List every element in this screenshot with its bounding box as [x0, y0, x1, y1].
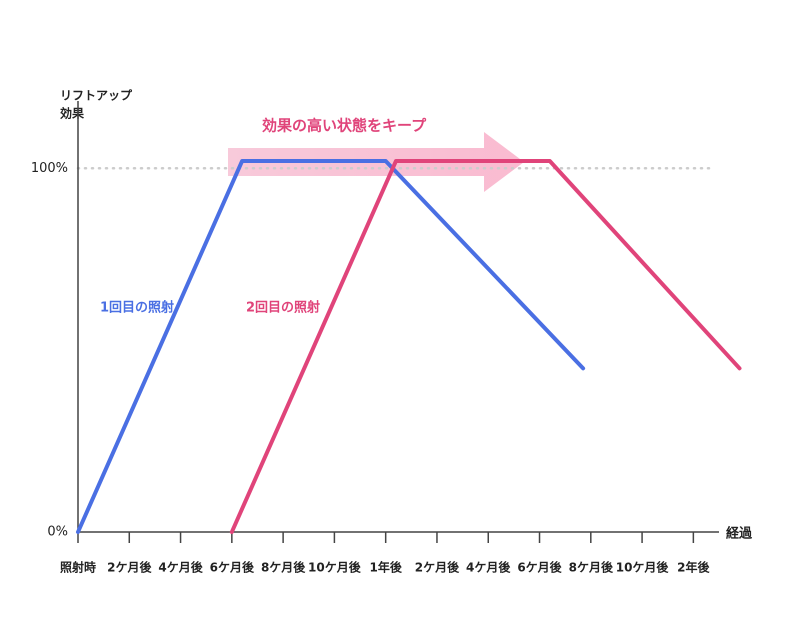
x-tick-label: 4ケ月後	[466, 560, 511, 575]
x-tick-label: 2ケ月後	[107, 560, 152, 575]
x-tick-label: 6ケ月後	[210, 560, 255, 575]
x-tick-label: 10ケ月後	[616, 560, 670, 575]
annotation: 2回目の照射	[246, 300, 320, 316]
y-axis-label: 効果	[60, 106, 84, 121]
y-tick-label: 0%	[47, 525, 68, 540]
x-tick-label: 1年後	[370, 560, 403, 575]
x-tick-label: 10ケ月後	[308, 560, 362, 575]
x-tick-label: 8ケ月後	[569, 560, 614, 575]
x-tick-label: 8ケ月後	[261, 560, 306, 575]
x-tick-label: 4ケ月後	[158, 560, 203, 575]
series-line	[229, 159, 742, 534]
x-tick-label: 2ケ月後	[415, 560, 460, 575]
x-tick-label: 6ケ月後	[517, 560, 562, 575]
annotation: 1回目の照射	[100, 300, 174, 316]
x-tick-label: 照射時	[60, 560, 96, 575]
series-line	[76, 159, 586, 534]
y-axis-label: リフトアップ	[60, 88, 133, 103]
x-tick-label: 2年後	[677, 560, 710, 575]
annotation: 効果の高い状態をキープ	[262, 117, 427, 135]
y-tick-label: 100%	[31, 161, 68, 176]
x-axis-label: 経過	[726, 526, 753, 542]
